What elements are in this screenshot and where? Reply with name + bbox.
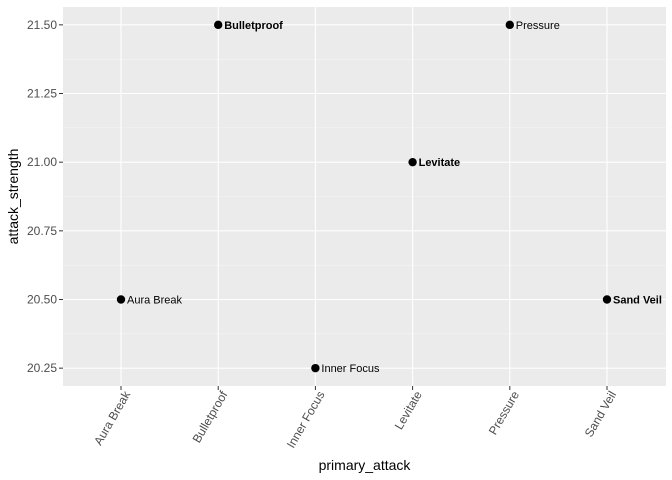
data-point [602,295,612,304]
y-tick-label: 21.00 [27,155,57,169]
y-tick-label: 20.50 [27,292,57,306]
point-label: Aura Break [127,294,183,306]
minor-gridlines [63,58,666,335]
data-point [408,157,417,167]
point-label: Bulletproof [224,20,283,32]
data-point [116,295,126,304]
x-tick-label: Inner Focus [284,389,328,451]
data-point [214,20,223,30]
y-axis-ticks: 20.25 20.50 20.75 21.00 21.25 21.50 [27,18,63,375]
data-labels: Aura Break Bulletproof Inner Focus Levitate… [127,20,662,375]
x-tick-label: Bulletproof [190,388,231,445]
x-tick-label: Aura Break [91,388,134,448]
x-tick-label: Levitate [392,388,425,432]
y-tick-label: 21.25 [27,87,57,101]
point-label: Pressure [516,20,560,32]
y-tick-label: 21.50 [27,18,57,32]
data-points [116,20,612,373]
x-axis-title: primary_attack [319,457,412,473]
major-gridlines [63,7,666,386]
y-tick-label: 20.25 [27,361,57,375]
data-point [505,20,514,30]
x-tick-label: Sand Veil [582,389,619,440]
point-label: Levitate [419,157,461,169]
y-axis-title: attack_strength [5,149,21,245]
y-tick-label: 20.75 [27,224,57,238]
x-tick-label: Pressure [486,388,522,437]
x-axis-ticks: Aura Break Bulletproof Inner Focus Levitate… [91,386,619,450]
point-label: Inner Focus [321,363,380,375]
data-point [311,363,320,373]
point-label: Sand Veil [613,294,662,306]
